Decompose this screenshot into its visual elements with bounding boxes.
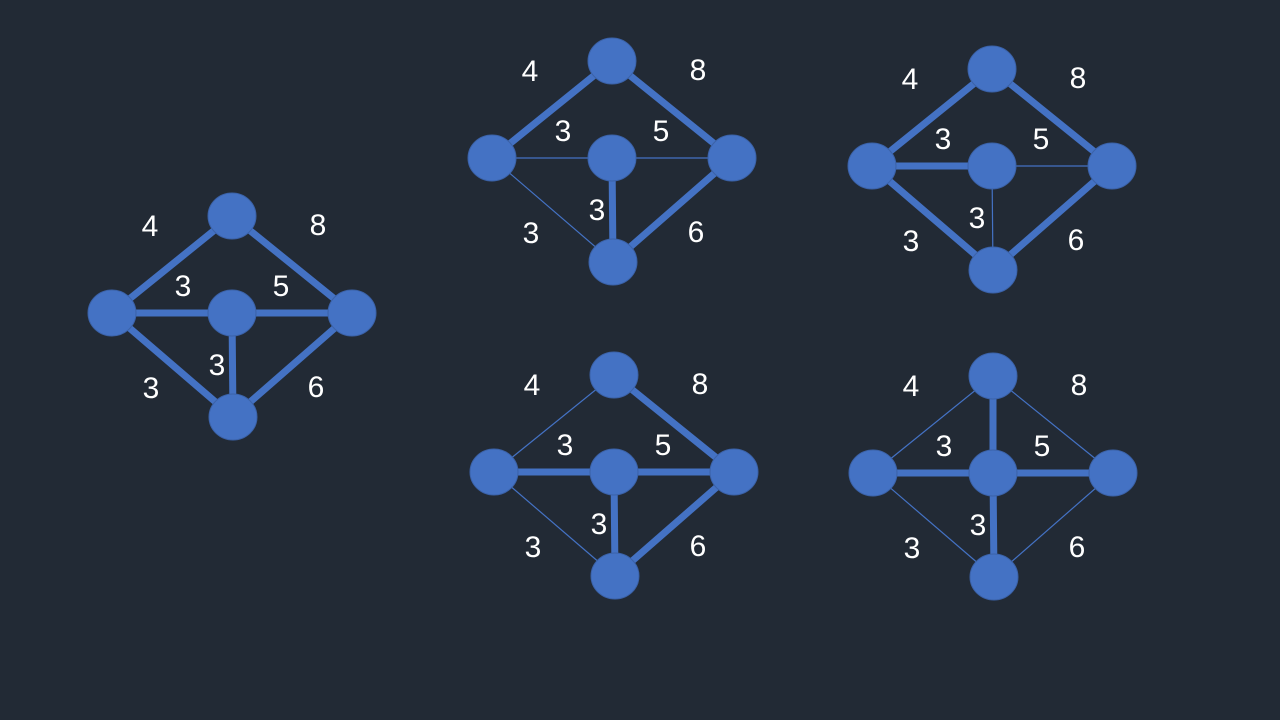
weight-label-left-center: 3	[936, 430, 953, 463]
weight-label-bottom-left: 3	[523, 217, 540, 250]
full-graph: 4 8 3 5 3 3 6	[87, 192, 377, 441]
edge-bottom-left	[868, 162, 997, 274]
node-left	[87, 289, 137, 337]
weight-label-center-bottom: 3	[589, 194, 606, 227]
weight-label-bottom-left: 3	[143, 372, 160, 405]
node-center	[587, 134, 637, 182]
edge-top-right	[988, 65, 1116, 170]
weight-label-center-bottom: 3	[970, 509, 987, 542]
node-bottom	[208, 393, 258, 441]
weight-label-top-left: 4	[524, 369, 541, 402]
node-right	[1088, 449, 1138, 497]
node-right	[709, 448, 759, 496]
node-left	[847, 142, 897, 190]
weight-label-bottom-right: 6	[1069, 531, 1086, 564]
edge-top-right	[610, 371, 738, 476]
edge-bottom-right	[989, 162, 1116, 274]
node-bottom	[588, 238, 638, 286]
node-top	[968, 352, 1018, 400]
weight-label-bottom-right: 6	[308, 371, 325, 404]
edge-bottom-right	[993, 472, 1114, 578]
weight-label-top-right: 8	[1070, 62, 1087, 95]
edge-bottom-left	[493, 471, 616, 577]
node-right	[327, 289, 377, 337]
weight-label-top-left: 4	[142, 210, 159, 243]
edge-bottom-right	[609, 154, 736, 266]
weight-label-top-left: 4	[522, 55, 539, 88]
weight-label-center-right: 5	[1033, 123, 1050, 156]
weight-label-bottom-left: 3	[903, 225, 920, 258]
node-center	[967, 142, 1017, 190]
node-bottom	[968, 246, 1018, 294]
weight-label-center-right: 5	[655, 429, 672, 462]
node-center	[207, 289, 257, 337]
edge-bottom-left	[491, 157, 614, 263]
weight-label-center-bottom: 3	[591, 508, 608, 541]
weight-label-left-center: 3	[935, 123, 952, 156]
node-bottom	[590, 552, 640, 600]
weight-label-bottom-right: 6	[688, 216, 705, 249]
weight-label-left-center: 3	[175, 270, 192, 303]
weight-label-center-right: 5	[1034, 430, 1051, 463]
node-top	[587, 37, 637, 85]
edge-top-left	[872, 375, 994, 474]
edge-top-left	[488, 57, 616, 162]
spanning-tree-4: 4 8 3 5 3 3 6	[848, 352, 1138, 601]
weight-label-top-left: 4	[903, 370, 920, 403]
weight-label-top-right: 8	[310, 209, 327, 242]
node-right	[1087, 142, 1137, 190]
node-top	[589, 351, 639, 399]
edge-bottom-right	[229, 309, 356, 421]
weight-label-bottom-right: 6	[690, 530, 707, 563]
node-left	[467, 134, 517, 182]
weight-label-top-left: 4	[902, 63, 919, 96]
edge-bottom-right	[611, 468, 738, 580]
edge-top-right	[228, 212, 356, 317]
edge-bottom-left	[872, 472, 995, 578]
weight-label-bottom-right: 6	[1068, 224, 1085, 257]
node-left	[469, 448, 519, 496]
edge-top-left	[868, 65, 996, 170]
edge-top-left	[108, 212, 236, 317]
node-top	[967, 45, 1017, 93]
weight-label-bottom-left: 3	[904, 532, 921, 565]
weight-label-left-center: 3	[555, 115, 572, 148]
node-right	[707, 134, 757, 182]
node-top	[207, 192, 257, 240]
edge-top-right	[608, 57, 736, 162]
weight-label-left-center: 3	[557, 429, 574, 462]
node-center	[589, 448, 639, 496]
spanning-tree-3: 4 8 3 5 3 3 6	[469, 351, 759, 600]
node-center	[968, 449, 1018, 497]
edge-top-left	[493, 374, 615, 473]
spanning-tree-1: 4 8 3 5 3 3 6	[467, 37, 757, 286]
edge-top-right	[992, 375, 1114, 474]
weight-label-top-right: 8	[1071, 369, 1088, 402]
spanning-tree-2: 4 8 3 5 3 3 6	[847, 45, 1137, 294]
node-left	[848, 449, 898, 497]
weight-label-top-right: 8	[692, 368, 709, 401]
weight-label-center-right: 5	[653, 115, 670, 148]
node-bottom	[969, 553, 1019, 601]
weight-label-bottom-left: 3	[525, 531, 542, 564]
weight-label-center-right: 5	[273, 270, 290, 303]
weight-label-top-right: 8	[690, 54, 707, 87]
edge-bottom-left	[108, 309, 237, 421]
weight-label-center-bottom: 3	[969, 202, 986, 235]
weight-label-center-bottom: 3	[209, 349, 226, 382]
